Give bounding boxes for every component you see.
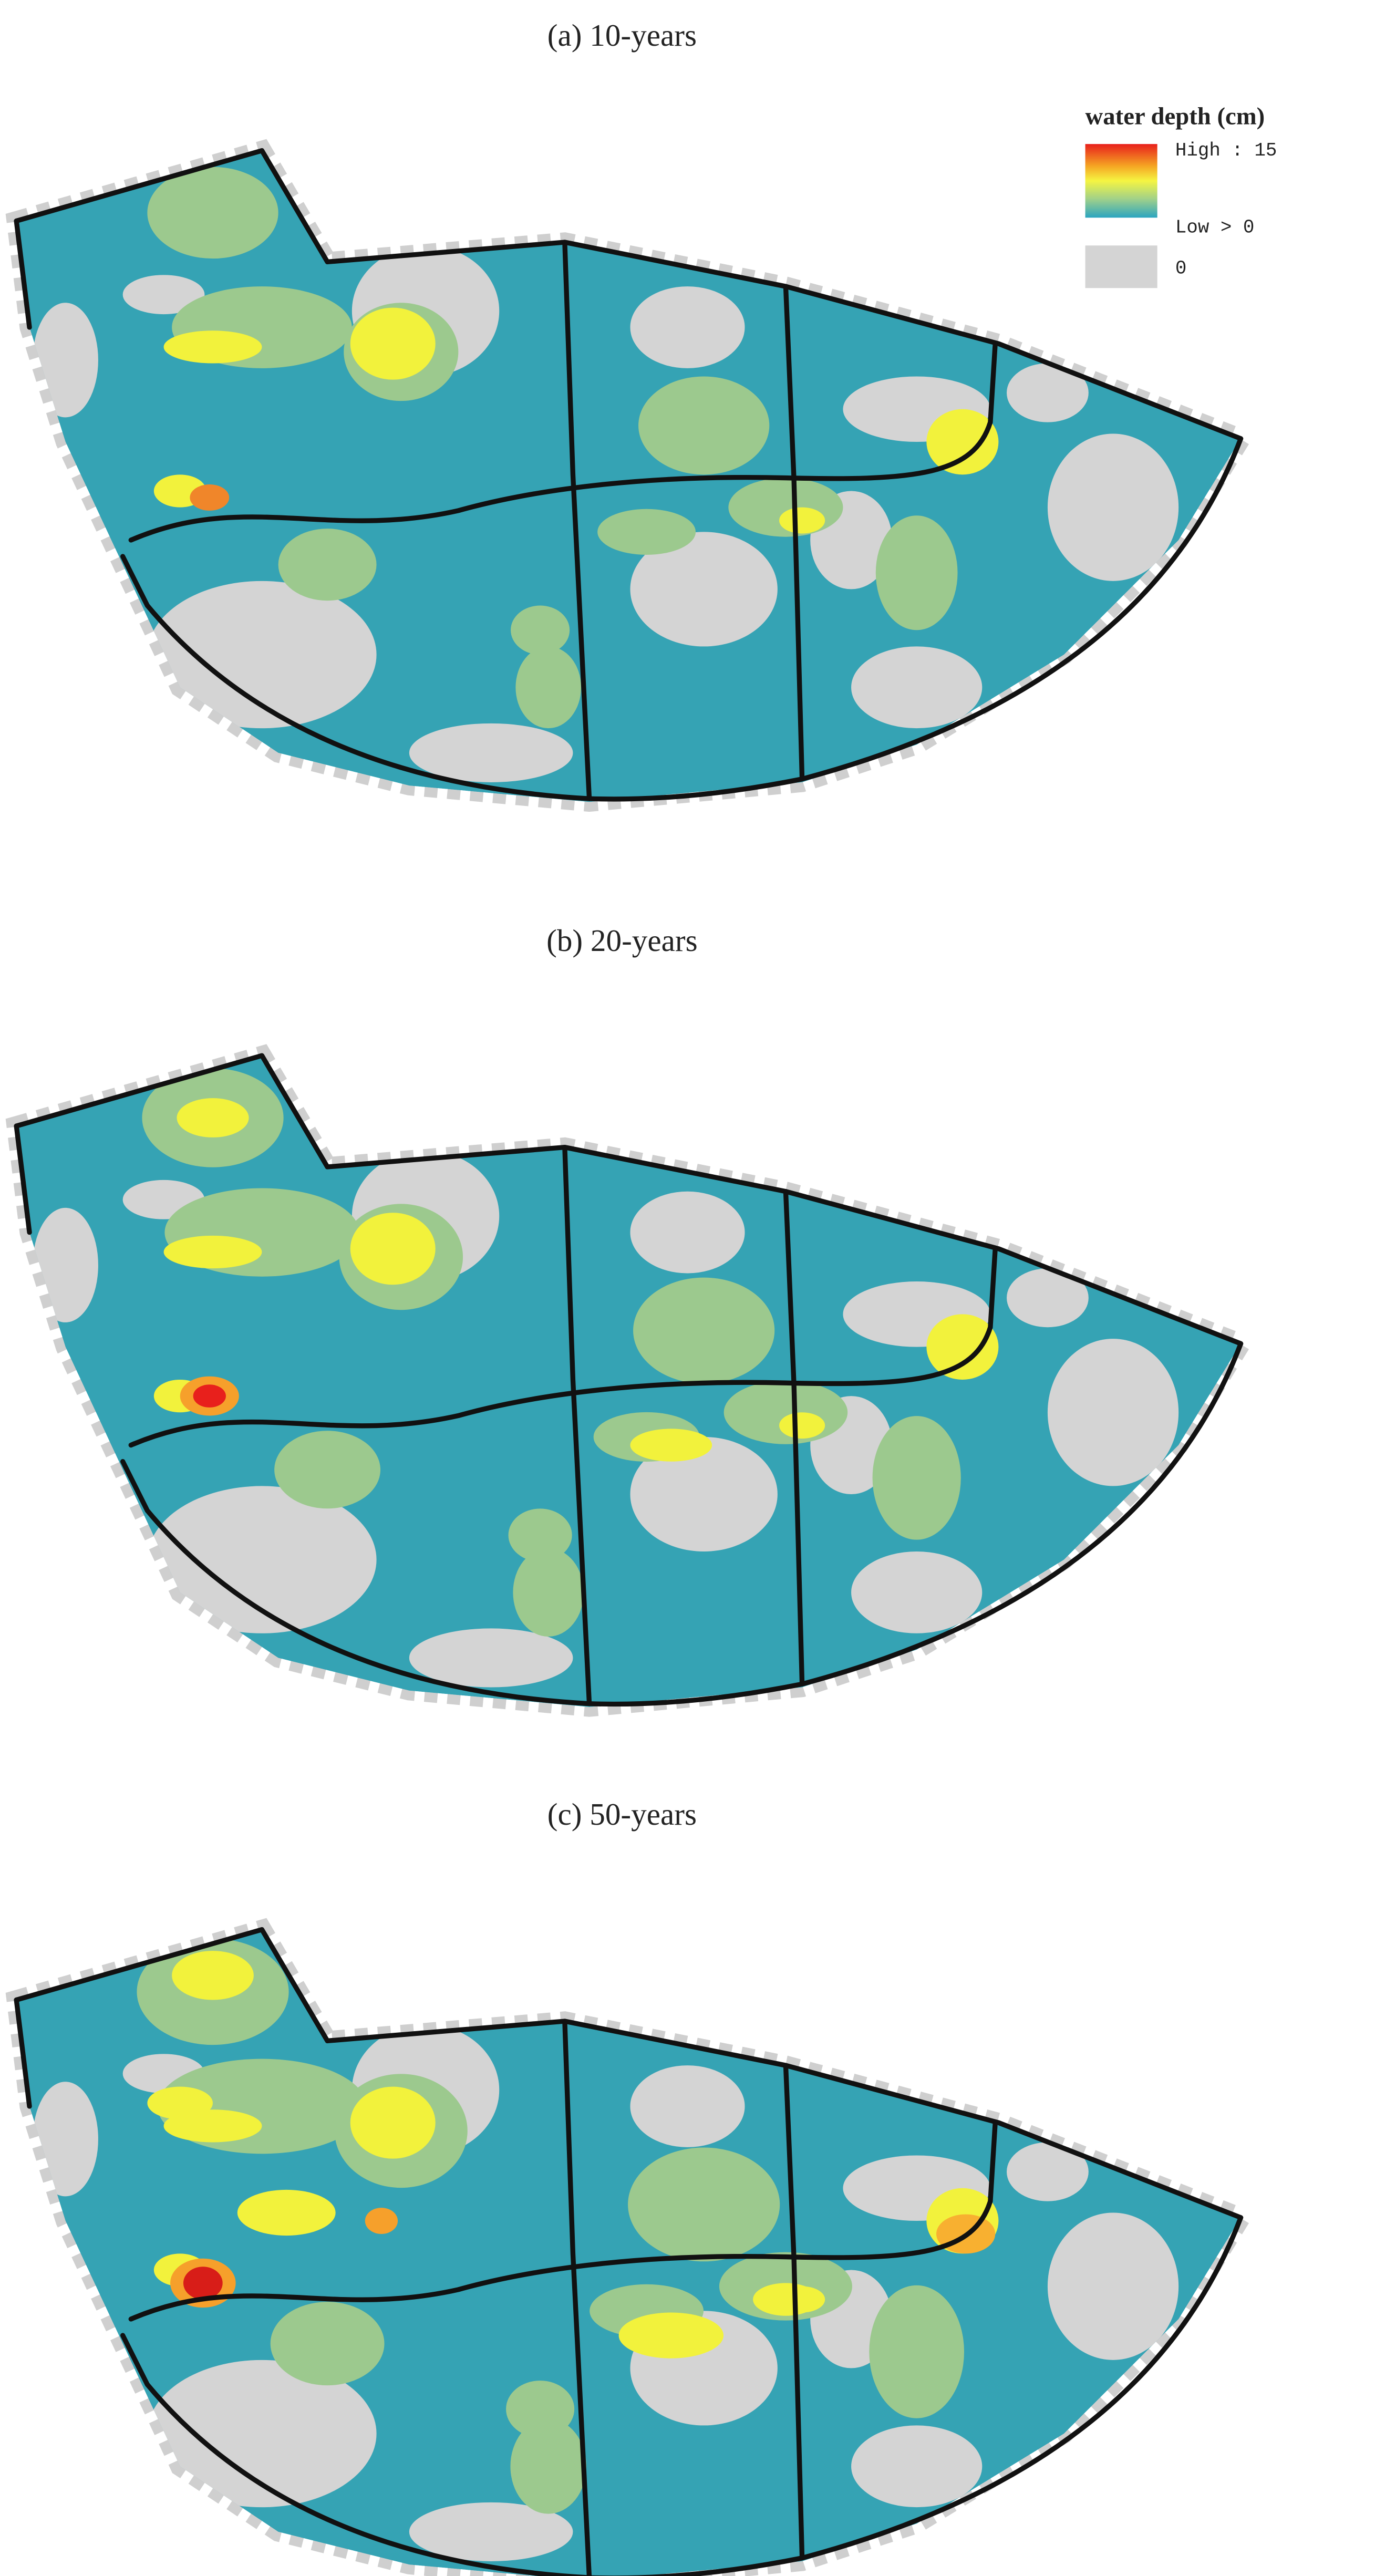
dry-area [630, 1436, 778, 1552]
shallow-area [274, 1431, 381, 1509]
road [562, 240, 592, 801]
medium-area [779, 1412, 825, 1439]
medium-area [147, 2086, 213, 2119]
dry-area [1007, 363, 1089, 422]
shallow-area [875, 515, 958, 630]
medium-area [177, 1098, 249, 1137]
shallow-area [869, 2285, 965, 2418]
medium-area [163, 330, 262, 364]
legend-ramp [1085, 144, 1157, 218]
shallow-area [723, 1380, 848, 1444]
deep-area [365, 2208, 398, 2234]
deep-area [190, 484, 230, 511]
road [562, 2019, 592, 2576]
road [14, 1997, 32, 2109]
road [14, 1123, 32, 1235]
medium-area [779, 507, 825, 534]
medium-area [350, 2086, 436, 2159]
legend-zero-swatch [1085, 245, 1157, 288]
medium-area [237, 2189, 336, 2236]
medium-area [926, 1314, 999, 1380]
medium-area [172, 1951, 254, 2000]
deep-area [193, 1384, 226, 1408]
medium-area [753, 2283, 819, 2316]
dry-area [1047, 1339, 1179, 1486]
medium-area [350, 307, 436, 380]
panel-title: (c) 50-years [547, 1797, 697, 1832]
dry-area [630, 2065, 745, 2147]
road [14, 218, 32, 330]
medium-area [350, 1213, 436, 1285]
road [128, 1246, 998, 1448]
legend-zero: 0 [1175, 257, 1187, 279]
medium-area [630, 1429, 712, 1462]
dry-area [147, 2360, 377, 2508]
legend: water depth (cm) High : 15 Low > 0 0 [1085, 103, 1277, 288]
dry-area [1007, 1268, 1089, 1328]
map-panel: (a) 10-years [5, 18, 1256, 812]
panel-title: (a) 10-years [547, 18, 697, 53]
dry-area [1007, 2142, 1089, 2201]
map-panel: (b) 20-years [5, 923, 1256, 1717]
panel-title: (b) 20-years [546, 923, 698, 958]
road [562, 1144, 592, 1706]
deep-area [183, 2267, 223, 2300]
shallow-area [515, 646, 581, 729]
shallow-area [597, 509, 696, 555]
road [120, 2215, 1244, 2576]
dry-area [33, 303, 98, 418]
depth-raster [16, 1929, 1241, 2576]
dry-area [33, 2082, 98, 2197]
shallow-area [633, 1277, 775, 1384]
dry-area [409, 1628, 573, 1688]
shallow-area [872, 1416, 961, 1540]
depth-raster [16, 150, 1241, 802]
road [120, 1341, 1244, 1707]
dry-area [409, 2502, 573, 2561]
road [783, 1189, 805, 1687]
shallow-area [513, 1548, 584, 1637]
medium-area [163, 1235, 262, 1269]
dry-area [851, 646, 983, 729]
road [783, 2063, 805, 2561]
shallow-area [628, 2147, 780, 2262]
shallow-area [270, 2302, 385, 2386]
dry-area [1047, 2212, 1179, 2360]
dry-area [851, 2425, 983, 2508]
legend-low: Low > 0 [1175, 216, 1254, 238]
shallow-area [147, 167, 278, 259]
dry-area [409, 723, 573, 782]
dry-area [851, 1551, 983, 1633]
dry-area [630, 1191, 745, 1274]
medium-area [926, 409, 999, 475]
medium-area [618, 2312, 724, 2358]
dry-area [630, 286, 745, 368]
dry-area [147, 1486, 377, 1633]
road [128, 341, 998, 543]
road [120, 436, 1244, 802]
shallow-area [278, 529, 377, 601]
dry-area [630, 532, 778, 647]
shallow-area [508, 1508, 572, 1562]
dry-area [1047, 433, 1179, 581]
shallow-area [506, 2381, 575, 2438]
dry-area [33, 1207, 98, 1322]
road [128, 2120, 998, 2322]
shallow-area [511, 605, 570, 655]
dry-area [147, 581, 377, 729]
depth-raster [16, 1056, 1241, 1707]
map-panel: (c) 50-years [5, 1797, 1256, 2576]
road [783, 284, 805, 782]
dry-area [122, 275, 205, 315]
shallow-area [638, 376, 770, 475]
legend-high: High : 15 [1175, 140, 1277, 161]
shallow-area [510, 2418, 586, 2514]
legend-title: water depth (cm) [1085, 103, 1265, 130]
